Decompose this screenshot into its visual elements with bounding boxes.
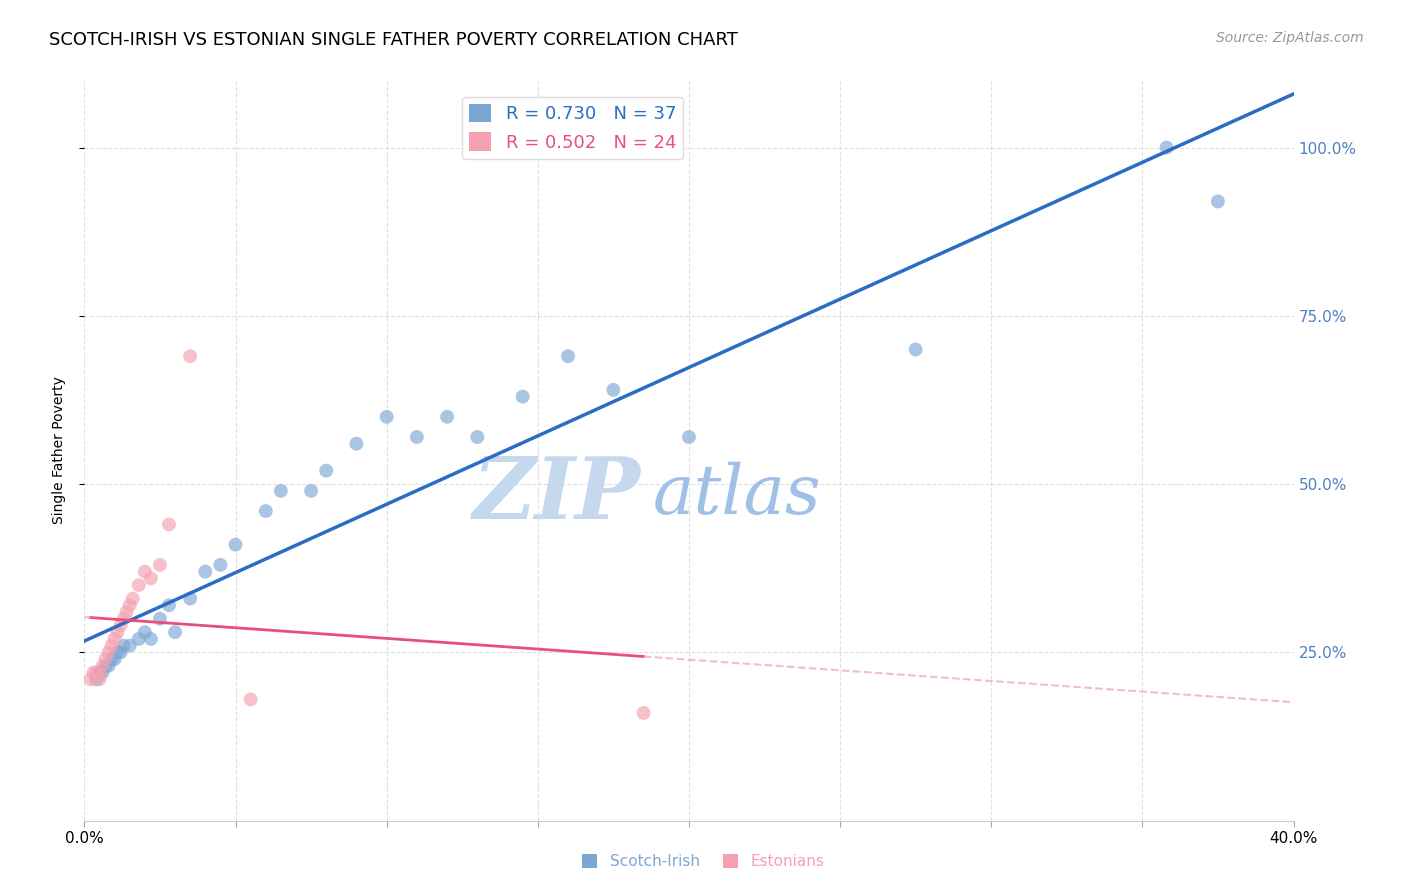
Point: [209, 558, 232, 572]
Point: [346, 436, 368, 450]
Point: [94, 652, 117, 666]
Point: [128, 578, 150, 592]
Point: [128, 632, 150, 646]
Point: [467, 430, 489, 444]
Point: [270, 483, 292, 498]
Point: [1206, 194, 1229, 209]
Point: [436, 409, 458, 424]
Point: [194, 565, 217, 579]
Point: [179, 349, 201, 363]
Point: [254, 504, 277, 518]
Point: [225, 538, 247, 552]
Point: [89, 673, 111, 687]
Point: [104, 632, 127, 646]
Text: Source: ZipAtlas.com: Source: ZipAtlas.com: [1216, 31, 1364, 45]
Text: SCOTCH-IRISH VS ESTONIAN SINGLE FATHER POVERTY CORRELATION CHART: SCOTCH-IRISH VS ESTONIAN SINGLE FATHER P…: [49, 31, 738, 49]
Point: [107, 625, 129, 640]
Point: [104, 652, 127, 666]
Point: [1156, 140, 1178, 154]
Point: [134, 625, 156, 640]
Point: [94, 658, 117, 673]
Point: [557, 349, 579, 363]
Point: [115, 605, 138, 619]
Y-axis label: Single Father Poverty: Single Father Poverty: [52, 376, 66, 524]
Point: [79, 673, 101, 687]
Point: [121, 591, 143, 606]
Point: [678, 430, 700, 444]
Text: ZIP: ZIP: [472, 453, 641, 537]
Point: [82, 665, 104, 680]
Point: [165, 625, 187, 640]
Point: [107, 645, 129, 659]
Point: [633, 706, 655, 720]
Point: [112, 639, 135, 653]
Point: [110, 618, 132, 632]
Point: [315, 464, 337, 478]
Point: [299, 483, 322, 498]
Point: [406, 430, 429, 444]
Point: [157, 599, 180, 613]
Point: [97, 658, 120, 673]
Legend: Scotch-Irish, Estonians: Scotch-Irish, Estonians: [576, 848, 830, 875]
Point: [118, 639, 141, 653]
Legend: R = 0.730   N = 37, R = 0.502   N = 24: R = 0.730 N = 37, R = 0.502 N = 24: [463, 96, 683, 159]
Point: [100, 652, 122, 666]
Point: [134, 565, 156, 579]
Point: [97, 645, 120, 659]
Point: [149, 612, 172, 626]
Point: [149, 558, 172, 572]
Point: [179, 591, 201, 606]
Point: [904, 343, 927, 357]
Point: [100, 639, 122, 653]
Point: [139, 571, 162, 585]
Point: [110, 645, 132, 659]
Point: [91, 658, 114, 673]
Point: [139, 632, 162, 646]
Point: [112, 612, 135, 626]
Point: [86, 673, 108, 687]
Point: [602, 383, 624, 397]
Text: atlas: atlas: [652, 461, 821, 528]
Point: [118, 599, 141, 613]
Point: [86, 665, 108, 680]
Point: [512, 390, 534, 404]
Point: [157, 517, 180, 532]
Point: [89, 665, 111, 680]
Point: [91, 665, 114, 680]
Point: [239, 692, 262, 706]
Point: [89, 665, 111, 680]
Point: [375, 409, 398, 424]
